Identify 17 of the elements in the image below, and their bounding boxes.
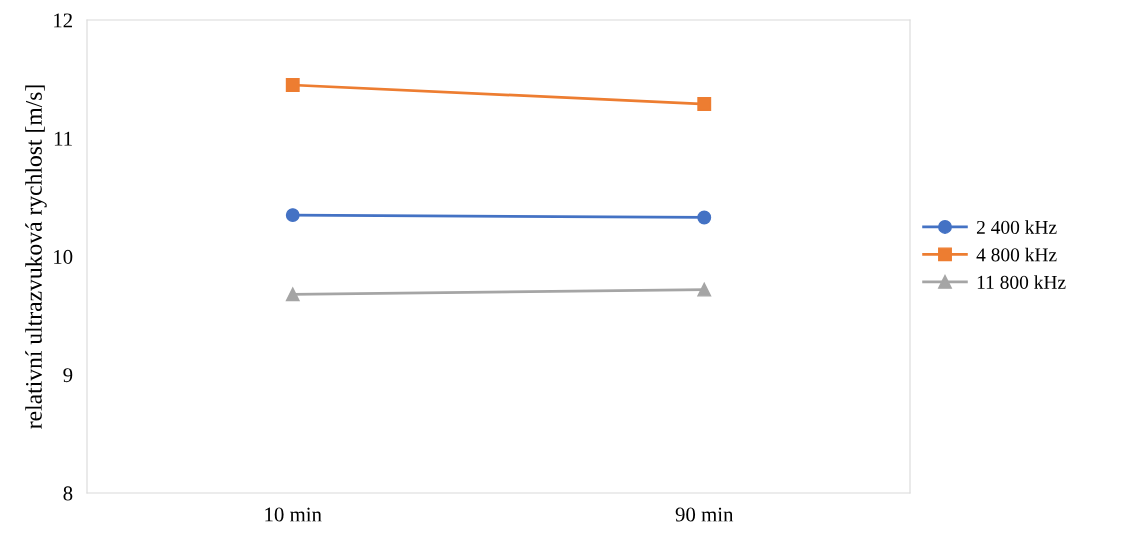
y-tick-label: 8 [63, 486, 73, 501]
point [697, 210, 712, 225]
point [285, 78, 300, 92]
x-tick-label: 10 min [265, 507, 322, 522]
y-tick-label: 10 [54, 249, 73, 264]
y-tick-label: 12 [54, 13, 72, 28]
y-axis-title: relativní ultrazvuková rychlost [m/s] [25, 85, 47, 429]
point [697, 97, 712, 111]
point [285, 287, 300, 302]
legend-label: 11 800 kHz [977, 275, 1066, 289]
point [285, 208, 300, 223]
y-tick-label: 9 [63, 368, 73, 383]
x-tick-label: 90 min [675, 507, 734, 522]
y-tick-label: 11 [54, 131, 72, 146]
legend-label: 4 800 kHz [976, 247, 1057, 262]
legend-label: 2 400 kHz [976, 220, 1057, 234]
point [697, 282, 712, 297]
